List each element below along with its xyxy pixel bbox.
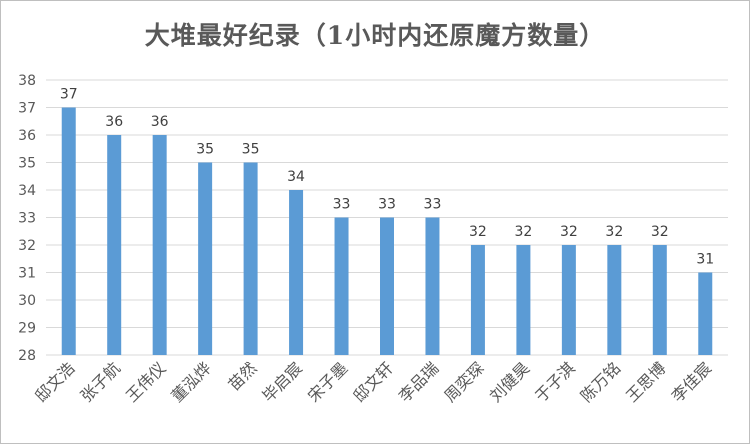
data-label: 33 [333,197,351,213]
bar [243,162,258,355]
data-label: 36 [151,114,169,130]
bar [107,135,122,355]
x-tick-label: 刘健昊 [486,358,533,405]
data-label: 32 [514,224,532,240]
bar [289,190,304,355]
bar [61,107,76,355]
data-label: 32 [651,224,669,240]
data-label: 37 [60,87,78,103]
y-tick-label: 38 [18,73,36,89]
x-tick-label: 王伟仪 [122,358,169,405]
x-tick-label: 宋子墨 [304,358,351,405]
y-tick-label: 30 [18,293,36,309]
bars [61,107,713,355]
data-label: 32 [469,224,487,240]
x-tick-label: 邸文浩 [31,358,78,405]
bar [334,217,349,355]
y-tick-label: 33 [18,211,36,227]
y-tick-label: 36 [18,128,36,144]
bar [516,245,531,355]
y-tick-label: 35 [18,156,36,172]
x-tick-label: 李品瑞 [395,358,442,405]
x-tick-label: 毕启宸 [259,358,306,405]
y-axis-ticks: 28 29 30 31 32 33 34 35 36 37 38 [18,73,36,364]
data-label: 31 [696,252,714,268]
chart-title: 大堆最好纪录（1小时内还原魔方数量） [144,21,606,50]
x-tick-label: 于子淇 [531,358,578,405]
data-label: 33 [424,197,442,213]
x-tick-label: 王思博 [622,358,669,405]
data-label: 33 [378,197,396,213]
x-tick-label: 李佳宸 [668,358,715,405]
y-tick-label: 37 [18,101,36,117]
y-tick-label: 29 [18,321,36,337]
bar [561,245,576,355]
data-label: 35 [196,142,214,158]
bar [470,245,485,355]
data-labels: 37 36 36 35 35 34 33 33 33 32 32 32 32 32 31 [60,87,714,268]
bar [425,217,440,355]
y-tick-label: 31 [18,266,36,282]
bar [652,245,667,355]
bar [198,162,213,355]
data-label: 32 [605,224,623,240]
x-tick-label: 周奕琛 [440,358,487,405]
data-label: 35 [242,142,260,158]
data-label: 34 [287,169,305,185]
bar [698,272,713,355]
y-tick-label: 34 [18,183,36,199]
data-label: 32 [560,224,578,240]
bar [380,217,394,355]
x-tick-label: 董泓烨 [168,358,215,405]
y-tick-label: 32 [18,238,36,254]
bar [607,245,622,355]
x-tick-label: 陈万铭 [577,358,624,405]
bar [152,135,167,355]
data-label: 36 [105,114,123,130]
x-tick-label: 苗然 [224,358,260,394]
x-tick-label: 邸文轩 [349,358,396,405]
x-tick-label: 张子航 [77,358,124,405]
y-tick-label: 28 [18,348,36,364]
